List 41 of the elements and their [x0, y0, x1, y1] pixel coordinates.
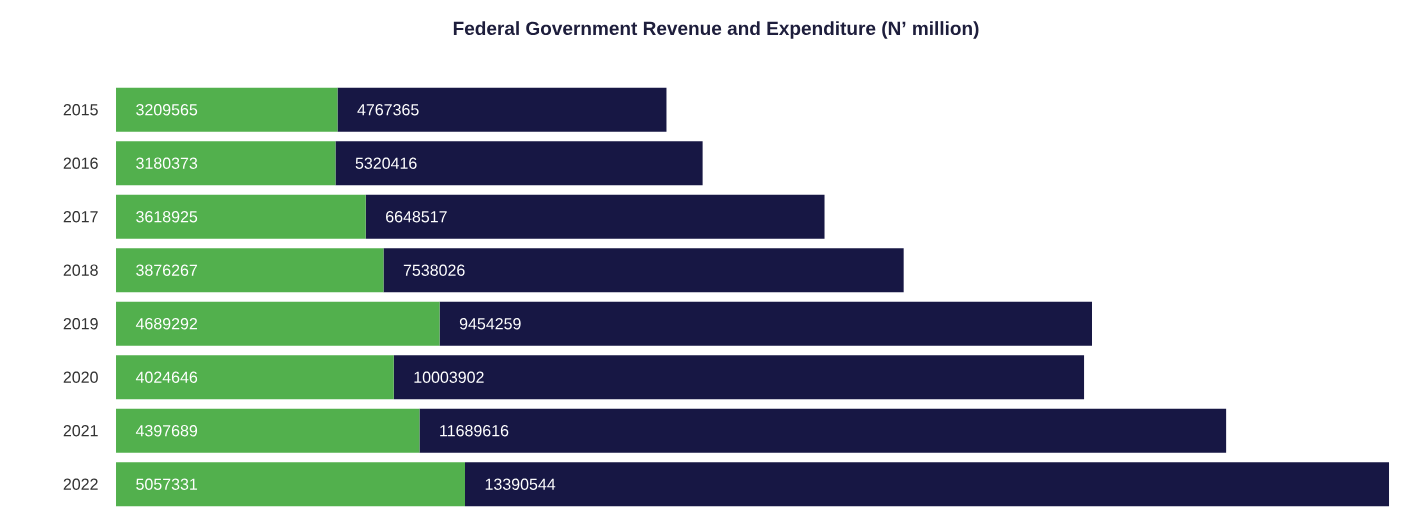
data-label: 3618925 — [136, 211, 198, 223]
bar — [116, 355, 394, 400]
bar — [335, 141, 703, 186]
y-tick-label: 2015 — [63, 104, 98, 116]
y-tick-label: 2018 — [63, 264, 98, 276]
bar — [439, 301, 1092, 346]
bar — [337, 87, 667, 132]
y-tick-label: 2019 — [63, 318, 98, 330]
data-label: 9454259 — [459, 318, 521, 330]
data-label: 4024646 — [135, 371, 198, 383]
bar — [116, 141, 336, 186]
data-label: 13390544 — [485, 478, 556, 490]
data-label: 4689292 — [135, 318, 198, 330]
data-label: 5057331 — [136, 478, 198, 490]
bar — [419, 408, 1227, 453]
bar — [116, 301, 440, 346]
bar — [383, 248, 904, 293]
data-label: 3209565 — [136, 104, 198, 116]
y-tick-label: 2016 — [63, 157, 98, 169]
data-label: 6648517 — [386, 211, 447, 223]
data-label: 4397689 — [135, 425, 198, 437]
bar — [116, 408, 420, 453]
bar — [393, 355, 1085, 400]
data-label: 11689616 — [440, 425, 509, 437]
bar — [465, 462, 1390, 507]
data-label: 4767365 — [357, 104, 419, 116]
y-tick-label: 2021 — [63, 425, 98, 437]
bar — [116, 248, 384, 293]
data-label: 7538026 — [403, 264, 465, 276]
y-tick-label: 2020 — [63, 371, 98, 383]
chart-title: Federal Government Revenue and Expenditure (N’ million) — [453, 21, 979, 39]
bar — [116, 462, 465, 507]
bar — [116, 194, 366, 239]
y-tick-label: 2022 — [63, 478, 98, 490]
data-label: 3180373 — [136, 157, 198, 169]
bar — [365, 194, 825, 239]
data-label: 5320416 — [355, 157, 417, 169]
y-tick-label: 2017 — [63, 211, 98, 223]
data-label: 10003902 — [414, 371, 484, 383]
bar — [116, 87, 338, 132]
data-label: 3876267 — [136, 264, 198, 276]
